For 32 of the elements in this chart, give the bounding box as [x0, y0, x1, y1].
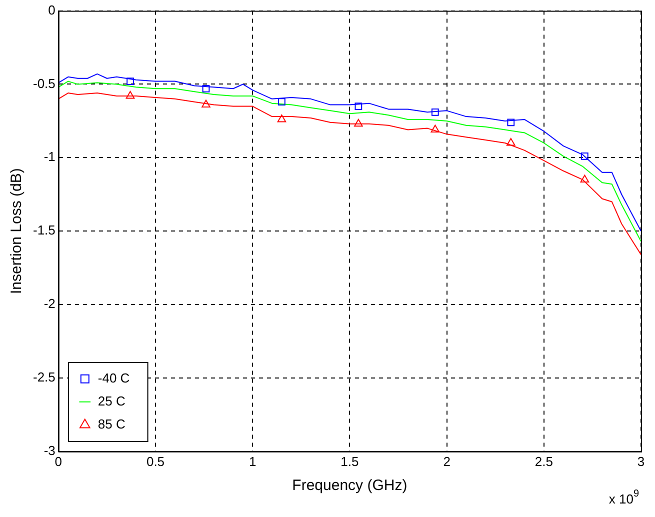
point: [354, 118, 363, 127]
x-tick-label: 0.5: [146, 454, 165, 469]
y-tick-label: -3: [44, 442, 56, 458]
point: [126, 90, 135, 99]
x-tick-label: 3: [637, 454, 645, 469]
legend-label: 85 C: [98, 416, 126, 432]
y-tick-label: 0: [48, 2, 56, 18]
x-tick-label: 2: [443, 454, 450, 469]
point: [278, 98, 286, 106]
point: [581, 152, 588, 160]
y-tick-label: -2: [44, 296, 56, 312]
x-tick-label: 2.5: [534, 454, 553, 469]
legend-label: 25 C: [98, 393, 126, 408]
point: [506, 138, 516, 146]
y-tick-label: -1.5: [32, 222, 56, 238]
point: [431, 108, 439, 116]
point: [277, 114, 286, 122]
y-axis-title: Insertion Loss (dB): [8, 168, 26, 294]
point: [202, 84, 210, 92]
point: [430, 124, 440, 133]
point: [354, 102, 362, 110]
point: [126, 78, 134, 85]
point: [202, 100, 210, 108]
y-tick-label: -0.5: [32, 76, 56, 91]
point: [507, 118, 515, 126]
x-tick-label: 1.5: [340, 454, 359, 469]
y-tick-label: -1: [44, 149, 56, 164]
x-axis-title: Frequency (GHz): [292, 477, 408, 494]
x-tick-label: 1: [248, 454, 256, 469]
y-tick-label: -2.5: [32, 370, 56, 385]
legend-label: -40 C: [98, 370, 130, 386]
point: [580, 174, 590, 182]
